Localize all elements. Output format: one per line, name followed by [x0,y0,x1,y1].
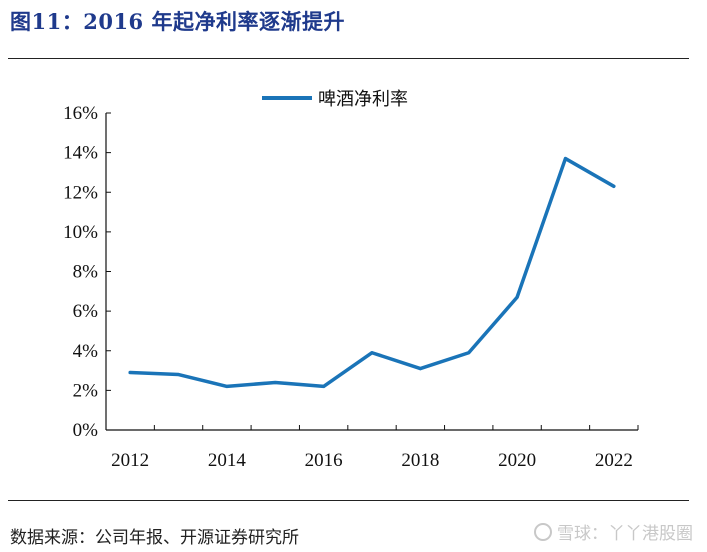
x-tick-label: 2018 [401,450,439,471]
snowball-logo-icon [534,522,552,541]
legend-label: 啤酒净利率 [318,89,408,110]
data-point [418,367,422,371]
legend: 啤酒净利率 [262,89,408,110]
top-rule [8,58,689,59]
data-point [128,371,132,375]
watermark: 雪球：丫丫港股圈 [534,519,693,544]
line-chart: 0%2%4%6%8%10%12%14%16% 2012 2014 2016 2018 2… [63,89,639,471]
x-tick-label: 2016 [305,450,343,471]
x-tick-label: 2020 [498,450,536,471]
x-tick-label: 2022 [595,450,633,471]
y-tick-label: 6% [73,301,99,322]
x-tick-label: 2014 [208,450,247,471]
y-tick-label: 2% [73,380,99,401]
y-axis-ticks: 0% 2% 4% 6% 8% 10% 12% 14% 16% [63,103,111,441]
data-point [612,184,616,188]
data-point [467,351,471,355]
data-point [370,351,374,355]
y-tick-label: 8% [73,262,99,283]
y-tick-label: 14% [63,143,98,164]
y-tick-label: 4% [73,341,99,362]
series-group [128,156,616,389]
data-point [563,157,567,161]
data-point [225,384,229,388]
y-tick-label: 16% [63,103,98,124]
x-axis-ticks: 2012 2014 2016 2018 2020 2022 [105,425,639,471]
x-tick-label: 2012 [111,450,149,471]
y-tick-label: 12% [63,182,98,203]
bottom-rule [8,500,689,501]
axes [105,113,638,431]
data-point [515,295,519,299]
y-tick-label: 0% [73,420,99,441]
y-tick-label: 10% [63,222,98,243]
source-note: 数据来源：公司年报、开源证券研究所 [10,528,299,548]
data-point [273,380,277,384]
data-point [177,373,181,377]
data-point [322,384,326,388]
watermark-text: 雪球：丫丫港股圈 [557,524,693,544]
figure-title: 图11：2016 年起净利率逐渐提升 [10,9,345,34]
